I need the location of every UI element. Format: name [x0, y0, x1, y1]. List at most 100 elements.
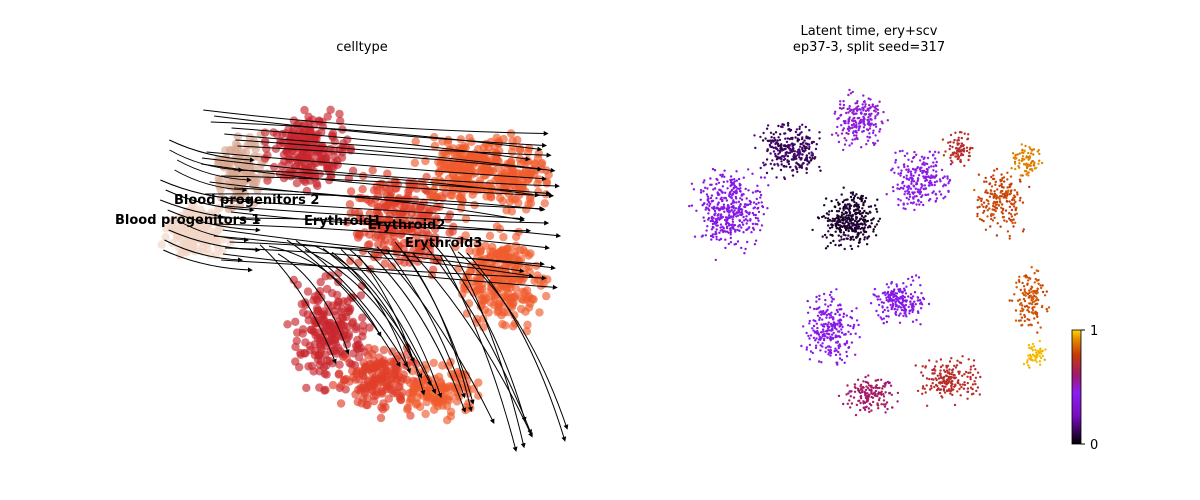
latent-time-point: [974, 376, 978, 379]
latent-time-point: [742, 176, 745, 179]
latent-time-point: [955, 152, 958, 155]
latent-time-point: [903, 193, 906, 196]
latent-time-point: [868, 388, 871, 392]
latent-time-point: [921, 365, 924, 368]
latent-time-point: [1006, 178, 1009, 181]
latent-time-point: [905, 299, 908, 302]
latent-time-point: [873, 391, 876, 394]
cell-point: [297, 299, 306, 309]
latent-time-point: [900, 169, 903, 172]
latent-time-point: [1031, 359, 1034, 362]
velocity-streamline: [233, 169, 540, 198]
cluster-points-erythroid2: [328, 343, 429, 423]
latent-time-point: [947, 189, 950, 193]
latent-time-point: [941, 138, 945, 141]
latent-time-point: [867, 97, 870, 100]
latent-time-point: [902, 305, 905, 309]
latent-time-point: [1023, 313, 1026, 317]
latent-time-point: [726, 216, 730, 220]
latent-time-point: [873, 109, 876, 112]
cell-point: [324, 165, 333, 175]
latent-time-point: [959, 383, 962, 386]
latent-time-point: [874, 125, 878, 128]
latent-time-point: [897, 297, 901, 300]
latent-time-point: [869, 124, 872, 127]
latent-time-point: [814, 147, 818, 151]
latent-time-point: [737, 200, 741, 203]
latent-time-point: [851, 90, 854, 94]
latent-time-point: [958, 387, 961, 391]
latent-time-point: [862, 126, 866, 129]
latent-time-point: [1014, 319, 1018, 322]
latent-time-point: [783, 176, 786, 179]
latent-time-point: [862, 201, 865, 205]
latent-time-point: [781, 123, 784, 126]
latent-time-point: [745, 197, 748, 200]
latent-time-point: [771, 159, 774, 162]
latent-time-point: [1019, 313, 1022, 316]
cell-point: [493, 156, 502, 165]
latent-time-point: [850, 247, 854, 251]
latent-time-point: [718, 188, 721, 191]
cell-point: [511, 284, 520, 293]
latent-time-point: [1000, 185, 1004, 189]
latent-time-point: [1036, 287, 1040, 291]
latent-time-point: [1041, 284, 1044, 287]
latent-time-point: [986, 209, 989, 212]
cell-point: [369, 391, 379, 401]
latent-time-point: [963, 373, 966, 376]
cell-point: [326, 105, 335, 115]
latent-time-point: [953, 364, 956, 367]
velocity-streamline: [421, 241, 533, 435]
latent-time-point: [836, 363, 839, 366]
latent-time-point: [762, 131, 765, 135]
cell-point: [530, 160, 539, 169]
latent-time-point: [1026, 318, 1029, 321]
latent-time-point: [725, 221, 728, 225]
latent-time-point: [738, 211, 741, 214]
latent-time-point: [848, 105, 851, 108]
latent-time-point: [731, 192, 735, 196]
latent-time-point: [839, 318, 842, 322]
latent-time-point: [864, 105, 867, 108]
latent-time-point: [840, 214, 844, 217]
latent-time-point: [897, 300, 900, 303]
latent-time-point: [815, 300, 818, 303]
latent-time-point: [860, 199, 863, 202]
latent-time-point: [869, 106, 872, 109]
cell-point: [434, 168, 443, 178]
cell-point: [346, 256, 355, 265]
latent-time-point: [809, 350, 813, 353]
latent-time-point: [951, 371, 954, 374]
latent-time-point: [820, 361, 823, 364]
latent-time-point: [721, 199, 724, 203]
latent-time-point: [791, 169, 794, 172]
cell-point: [456, 135, 465, 144]
latent-time-point: [709, 177, 712, 180]
latent-time-point: [941, 176, 945, 180]
latent-time-point: [934, 377, 937, 380]
latent-time-point: [815, 295, 818, 299]
latent-time-point: [865, 397, 869, 400]
latent-time-point: [953, 403, 957, 407]
latent-time-point: [1023, 158, 1026, 161]
latent-time-point: [738, 224, 741, 227]
latent-time-point: [962, 144, 965, 147]
latent-time-point: [922, 187, 926, 191]
latent-time-point: [994, 209, 997, 213]
latent-time-point: [946, 177, 949, 180]
latent-time-point: [924, 179, 927, 183]
latent-time-point: [719, 173, 722, 177]
cell-point: [523, 320, 532, 329]
latent-time-point: [971, 383, 975, 386]
latent-time-point: [920, 301, 923, 304]
latent-time-point: [838, 207, 842, 210]
latent-time-point: [873, 204, 877, 207]
latent-time-point: [911, 310, 914, 314]
latent-time-point: [746, 240, 749, 244]
latent-time-point: [707, 200, 711, 204]
latent-time-point: [727, 206, 730, 209]
cell-point: [498, 293, 507, 302]
cell-point: [345, 200, 355, 209]
